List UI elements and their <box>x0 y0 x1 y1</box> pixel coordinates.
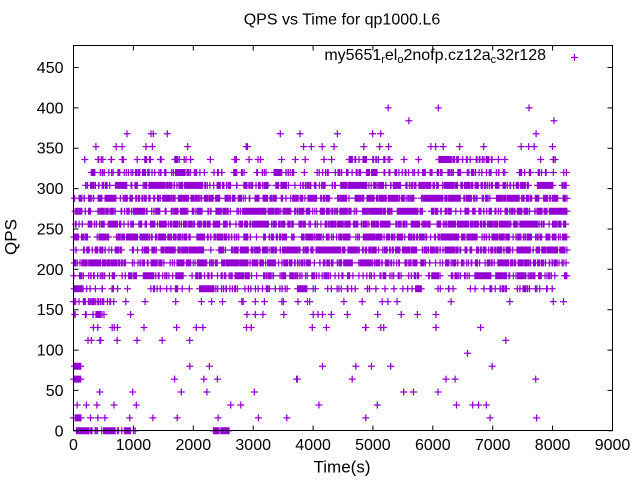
svg-text:2000: 2000 <box>176 437 212 454</box>
svg-text:1000: 1000 <box>116 437 152 454</box>
svg-text:0: 0 <box>55 423 64 440</box>
svg-text:0: 0 <box>69 437 78 454</box>
svg-text:300: 300 <box>37 181 64 198</box>
svg-text:my5651relo2nofp.cz12ac32r128: my5651relo2nofp.cz12ac32r128 <box>324 47 546 66</box>
svg-text:8000: 8000 <box>535 437 571 454</box>
svg-text:450: 450 <box>37 60 64 77</box>
svg-text:200: 200 <box>37 262 64 279</box>
svg-text:350: 350 <box>37 141 64 158</box>
svg-text:7000: 7000 <box>475 437 511 454</box>
svg-text:9000: 9000 <box>595 437 631 454</box>
svg-text:6000: 6000 <box>415 437 451 454</box>
svg-text:3000: 3000 <box>235 437 271 454</box>
svg-text:150: 150 <box>37 302 64 319</box>
svg-text:Time(s): Time(s) <box>314 458 371 477</box>
svg-text:100: 100 <box>37 343 64 360</box>
svg-text:QPS vs Time for qp1000.L6: QPS vs Time for qp1000.L6 <box>244 12 441 29</box>
svg-text:5000: 5000 <box>355 437 391 454</box>
svg-text:400: 400 <box>37 100 64 117</box>
svg-text:50: 50 <box>46 383 64 400</box>
svg-text:4000: 4000 <box>295 437 331 454</box>
svg-text:QPS: QPS <box>2 219 21 255</box>
svg-text:250: 250 <box>37 222 64 239</box>
